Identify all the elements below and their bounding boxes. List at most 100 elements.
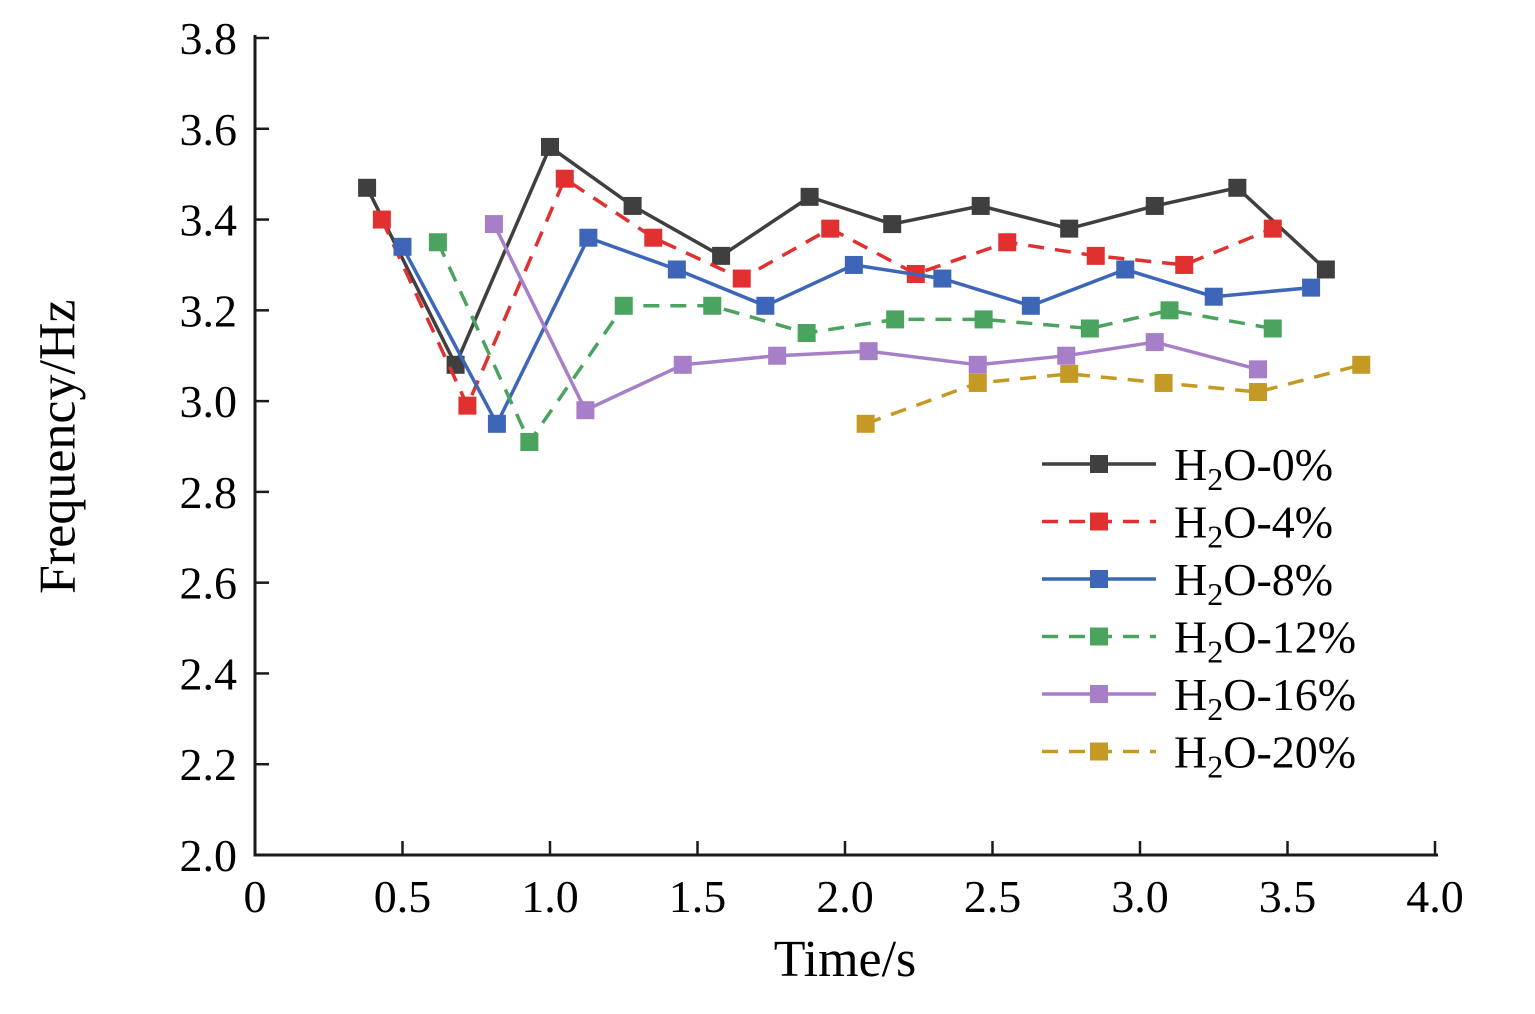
x-tick-label: 3.5 <box>1259 871 1317 922</box>
y-tick-label: 2.8 <box>180 467 238 518</box>
series-h2o-12- <box>428 233 1282 451</box>
data-point-h2o-4- <box>644 228 663 247</box>
data-point-h2o-4- <box>458 396 477 415</box>
y-tick-label: 3.4 <box>180 195 238 246</box>
data-point-h2o-12- <box>428 233 447 252</box>
data-point-h2o-20- <box>1154 373 1173 392</box>
data-point-h2o-4- <box>1263 219 1282 238</box>
data-point-h2o-8- <box>1204 287 1223 306</box>
legend-marker <box>1090 570 1108 588</box>
data-point-h2o-8- <box>393 237 412 256</box>
data-point-h2o-0- <box>883 215 902 234</box>
data-point-h2o-4- <box>1086 246 1105 265</box>
legend-label: H2O-20% <box>1174 727 1356 785</box>
legend-item-h2o-12-: H2O-12% <box>1042 612 1356 670</box>
legend-label: H2O-8% <box>1174 554 1333 612</box>
legend-marker <box>1090 685 1108 703</box>
data-point-h2o-0- <box>1145 196 1164 215</box>
y-tick-label: 3.6 <box>180 104 238 155</box>
data-point-h2o-4- <box>998 233 1017 252</box>
data-point-h2o-12- <box>1263 319 1282 338</box>
series-h2o-4- <box>372 169 1282 415</box>
legend-marker <box>1090 455 1108 473</box>
data-point-h2o-0- <box>1316 260 1335 279</box>
data-point-h2o-16- <box>673 355 692 374</box>
y-tick-label: 3.2 <box>180 285 238 336</box>
series-line-h2o-12- <box>436 241 1274 446</box>
series-line-h2o-4- <box>380 176 1274 410</box>
data-point-h2o-0- <box>623 196 642 215</box>
x-tick-label: 2.0 <box>816 871 874 922</box>
data-point-h2o-8- <box>667 260 686 279</box>
data-point-h2o-8- <box>1021 296 1040 315</box>
data-point-h2o-8- <box>844 255 863 274</box>
data-point-h2o-0- <box>1228 178 1247 197</box>
y-tick-label: 2.6 <box>180 558 238 609</box>
data-point-h2o-16- <box>1249 360 1267 379</box>
data-point-h2o-12- <box>1080 319 1099 338</box>
legend-marker <box>1090 742 1108 761</box>
legend: H2O-0%H2O-4%H2O-8%H2O-12%H2O-16%H2O-20% <box>1042 439 1356 785</box>
x-tick-label: 1.5 <box>669 871 727 922</box>
y-tick-label: 3.8 <box>180 13 238 64</box>
data-point-h2o-8- <box>756 296 775 315</box>
data-point-h2o-20- <box>1352 355 1371 374</box>
x-tick-label: 3.0 <box>1111 871 1169 922</box>
x-axis-label: Time/s <box>773 931 917 988</box>
data-point-h2o-8- <box>1116 260 1135 279</box>
series-h2o-8- <box>393 228 1321 433</box>
data-point-h2o-16- <box>576 401 595 420</box>
series-h2o-16- <box>484 215 1267 420</box>
data-point-h2o-16- <box>768 346 787 365</box>
x-tick-label: 2.5 <box>964 871 1022 922</box>
series-line-h2o-20- <box>865 363 1362 426</box>
data-point-h2o-8- <box>579 228 598 247</box>
series-line-h2o-0- <box>365 144 1327 369</box>
data-point-h2o-20- <box>968 373 987 392</box>
x-tick-label: 0.5 <box>374 871 432 922</box>
y-tick-label: 2.4 <box>180 648 238 699</box>
data-point-h2o-12- <box>886 310 905 329</box>
data-point-h2o-8- <box>1302 278 1321 297</box>
data-point-h2o-20- <box>856 414 875 433</box>
data-point-h2o-12- <box>703 296 722 315</box>
data-point-h2o-16- <box>1145 333 1164 352</box>
data-point-h2o-12- <box>1160 301 1179 320</box>
data-point-h2o-12- <box>797 324 816 343</box>
legend-label: H2O-16% <box>1174 669 1356 727</box>
data-point-h2o-0- <box>541 137 559 156</box>
data-point-h2o-0- <box>971 196 990 215</box>
y-tick-label: 3.0 <box>180 376 238 427</box>
series-h2o-20- <box>856 355 1371 433</box>
data-point-h2o-4- <box>732 269 751 288</box>
y-tick-label: 2.2 <box>180 739 238 790</box>
legend-marker <box>1090 627 1108 646</box>
data-point-h2o-8- <box>933 269 952 288</box>
data-point-h2o-0- <box>358 178 377 197</box>
legend-label: H2O-12% <box>1174 612 1356 670</box>
data-point-h2o-4- <box>555 169 574 188</box>
data-point-h2o-0- <box>1060 219 1079 238</box>
x-tick-label: 0 <box>244 871 267 922</box>
legend-label: H2O-4% <box>1174 497 1333 555</box>
y-tick-label: 2.0 <box>180 830 238 881</box>
x-tick-label: 1.0 <box>521 871 579 922</box>
x-tick-label: 4.0 <box>1406 871 1464 922</box>
legend-item-h2o-16-: H2O-16% <box>1042 669 1356 727</box>
data-point-h2o-4- <box>1175 255 1194 274</box>
data-point-h2o-8- <box>487 414 506 433</box>
data-point-h2o-16- <box>968 355 987 374</box>
series-h2o-0- <box>358 137 1335 374</box>
legend-item-h2o-4-: H2O-4% <box>1042 497 1333 555</box>
data-point-h2o-12- <box>974 310 993 329</box>
legend-item-h2o-8-: H2O-8% <box>1042 554 1333 612</box>
data-point-h2o-20- <box>1060 364 1079 383</box>
data-point-h2o-4- <box>821 219 840 238</box>
legend-item-h2o-0-: H2O-0% <box>1042 439 1333 497</box>
legend-marker <box>1090 512 1108 531</box>
legend-label: H2O-0% <box>1174 439 1333 497</box>
legend-item-h2o-20-: H2O-20% <box>1042 727 1356 785</box>
data-point-h2o-20- <box>1249 383 1267 402</box>
